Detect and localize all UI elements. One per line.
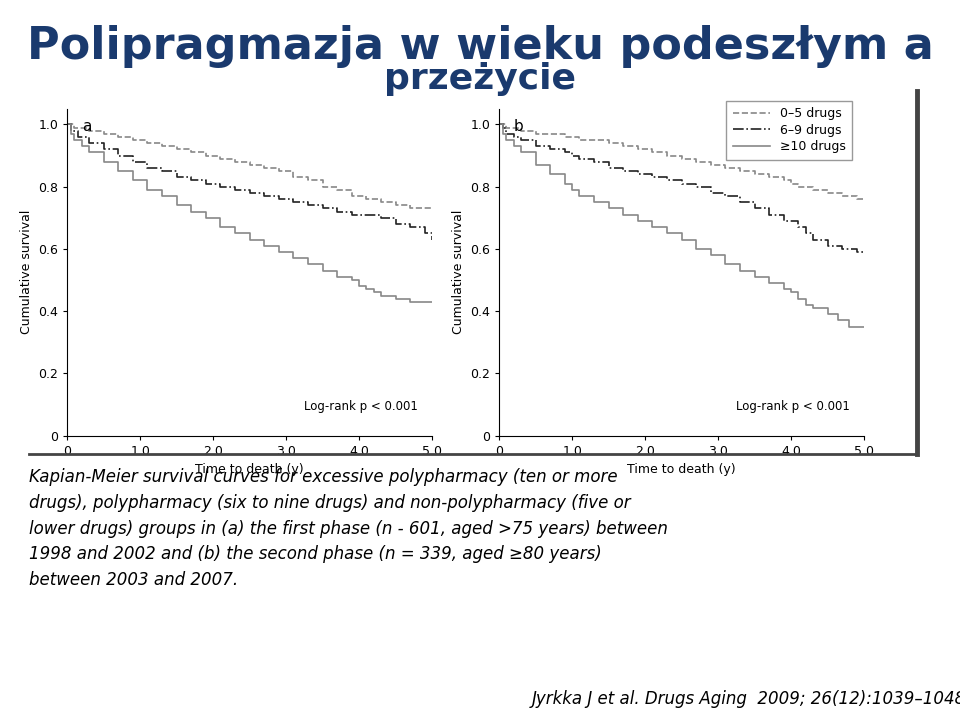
Text: a: a [82, 118, 91, 134]
Legend: 0–5 drugs, 6–9 drugs, ≥10 drugs: 0–5 drugs, 6–9 drugs, ≥10 drugs [727, 101, 852, 160]
Text: Log-rank p < 0.001: Log-rank p < 0.001 [303, 400, 418, 412]
X-axis label: Time to death (y): Time to death (y) [627, 463, 736, 476]
Text: przeżycie: przeżycie [384, 62, 576, 96]
Text: Polipragmazja w wieku podeszłym a: Polipragmazja w wieku podeszłym a [27, 25, 933, 68]
Text: b: b [514, 118, 523, 134]
Y-axis label: Cumulative survival: Cumulative survival [451, 210, 465, 335]
Text: Log-rank p < 0.001: Log-rank p < 0.001 [735, 400, 850, 412]
Text: Jyrkka J et al. Drugs Aging  2009; 26(12):1039–1048: Jyrkka J et al. Drugs Aging 2009; 26(12)… [532, 690, 960, 708]
X-axis label: Time to death (y): Time to death (y) [195, 463, 304, 476]
Y-axis label: Cumulative survival: Cumulative survival [19, 210, 33, 335]
Text: Kapian-Meier survival curves for excessive polypharmacy (ten or more
drugs), pol: Kapian-Meier survival curves for excessi… [29, 468, 667, 589]
